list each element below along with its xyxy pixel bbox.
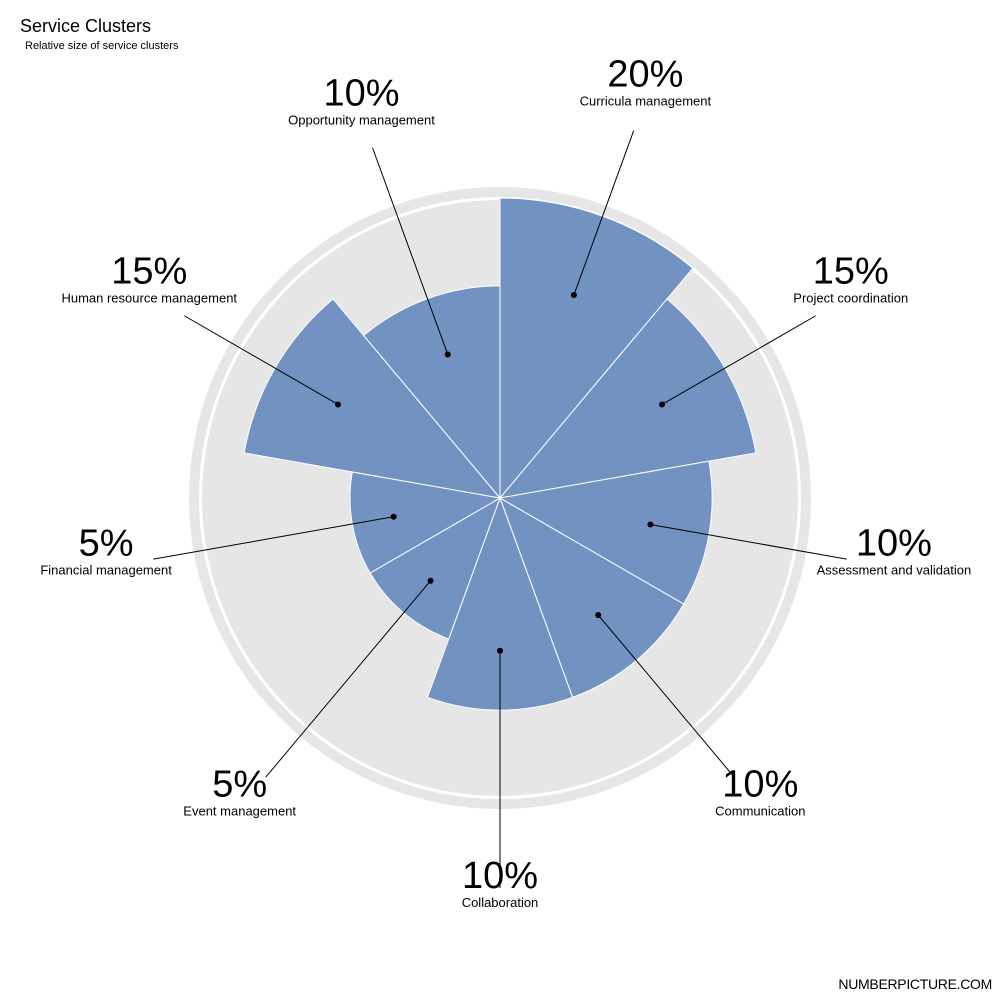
- leader-dot-financial-management: [390, 513, 397, 520]
- category-label-assessment-and-validation: Assessment and validation: [817, 562, 972, 577]
- percent-label-curricula-management: 20%: [607, 54, 683, 96]
- leader-line-event-management: [265, 580, 431, 778]
- percent-label-event-management: 5%: [212, 763, 267, 805]
- wedges-group: [243, 197, 757, 711]
- percent-label-assessment-and-validation: 10%: [856, 522, 932, 564]
- percent-label-financial-management: 5%: [79, 522, 134, 564]
- leader-line-human-resource-management: [184, 315, 339, 405]
- leader-dot-opportunity-management: [444, 351, 451, 358]
- percent-label-human-resource-management: 15%: [111, 251, 187, 293]
- category-label-collaboration: Collaboration: [462, 895, 539, 910]
- leader-line-assessment-and-validation: [650, 524, 847, 560]
- percent-label-opportunity-management: 10%: [323, 72, 399, 114]
- category-label-financial-management: Financial management: [40, 562, 172, 577]
- leader-dot-assessment-and-validation: [647, 521, 654, 528]
- category-label-curricula-management: Curricula management: [580, 94, 712, 109]
- leader-dot-collaboration: [497, 647, 503, 654]
- category-label-opportunity-management: Opportunity management: [288, 112, 435, 127]
- chart-subtitle: Relative size of service clusters: [25, 40, 179, 52]
- percent-label-communication: 10%: [722, 763, 798, 805]
- leader-line-communication: [597, 614, 735, 778]
- leader-dot-communication: [595, 612, 602, 618]
- leader-dot-project-coordination: [659, 401, 665, 408]
- chart-title: Service Clusters: [20, 16, 152, 36]
- percent-label-collaboration: 10%: [462, 855, 538, 897]
- leader-dot-event-management: [427, 577, 434, 584]
- category-label-communication: Communication: [715, 803, 805, 818]
- brand-logo: NUMBERPICTURE.COM: [838, 976, 992, 992]
- leader-line-financial-management: [153, 516, 394, 560]
- category-label-event-management: Event management: [183, 803, 296, 818]
- leader-line-curricula-management: [573, 130, 635, 296]
- category-label-project-coordination: Project coordination: [793, 291, 908, 306]
- leader-line-project-coordination: [661, 315, 816, 405]
- percent-label-project-coordination: 15%: [813, 251, 889, 293]
- leader-dot-human-resource-management: [335, 401, 341, 408]
- leaders-group: [153, 130, 847, 888]
- leader-dot-curricula-management: [570, 292, 577, 299]
- leader-line-opportunity-management: [372, 147, 449, 355]
- category-label-human-resource-management: Human resource management: [61, 291, 237, 306]
